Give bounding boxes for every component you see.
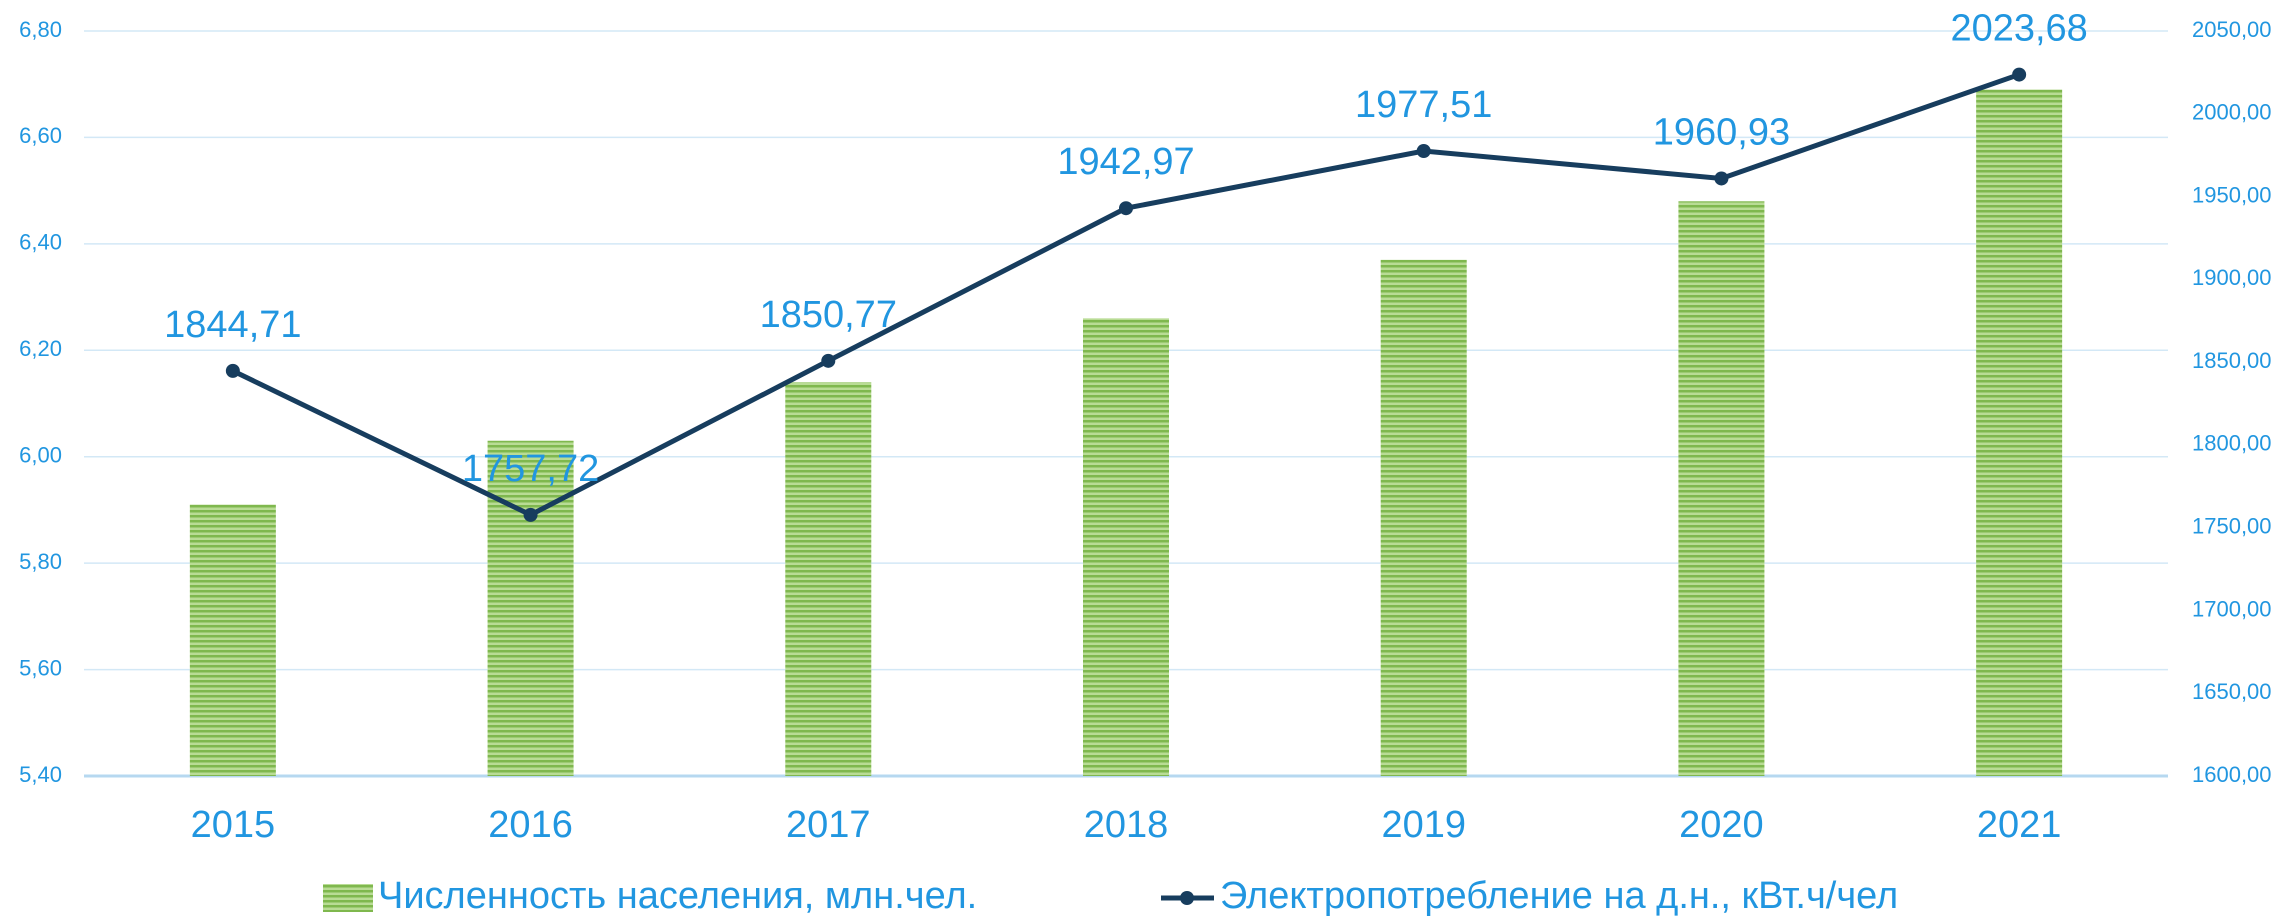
y-tick-label: 6,80 — [19, 17, 62, 42]
legend-label: Численность населения, млн.чел. — [378, 875, 977, 917]
x-tick-label: 2020 — [1679, 804, 1764, 846]
y-tick-label: 6,00 — [19, 443, 62, 468]
y2-tick-label: 1750,00 — [2192, 513, 2272, 538]
y2-tick-label: 1850,00 — [2192, 348, 2272, 373]
data-label: 1844,71 — [164, 304, 301, 346]
legend-marker — [1180, 891, 1194, 905]
point — [1119, 201, 1133, 216]
point — [821, 353, 836, 368]
x-tick-label: 2021 — [1977, 804, 2062, 846]
y2-tick-label: 1900,00 — [2192, 265, 2272, 290]
x-tick-label: 2017 — [786, 804, 871, 846]
bar — [189, 504, 276, 776]
data-label: 1977,51 — [1355, 84, 1492, 126]
y2-tick-label: 1700,00 — [2192, 596, 2272, 621]
y2-tick-label: 1650,00 — [2192, 679, 2272, 704]
point — [1416, 144, 1431, 159]
y2-tick-label: 2000,00 — [2192, 100, 2272, 125]
point — [523, 507, 538, 522]
bar — [1976, 89, 2063, 777]
y-tick-label: 5,80 — [19, 549, 62, 574]
y-tick-label: 5,60 — [19, 655, 62, 680]
point — [225, 363, 240, 378]
y2-tick-label: 1600,00 — [2192, 762, 2272, 787]
y2-tick-label: 1950,00 — [2192, 182, 2272, 207]
legend-swatch — [323, 884, 373, 912]
data-label: 2023,68 — [1950, 8, 2087, 50]
y-tick-label: 6,20 — [19, 336, 62, 361]
bar — [1678, 201, 1765, 777]
y-tick-label: 6,40 — [19, 230, 62, 255]
bar — [1380, 259, 1467, 777]
x-tick-label: 2015 — [191, 804, 276, 846]
bar — [785, 382, 872, 776]
x-tick-label: 2018 — [1084, 804, 1169, 846]
bar — [1083, 318, 1169, 776]
point — [1714, 171, 1729, 186]
data-label: 1757,72 — [462, 448, 599, 490]
bar — [487, 440, 574, 776]
point — [2012, 67, 2027, 82]
y-tick-label: 5,40 — [19, 762, 62, 787]
x-tick-label: 2019 — [1381, 804, 1466, 846]
y-tick-label: 6,60 — [19, 123, 62, 148]
y2-tick-label: 1800,00 — [2192, 431, 2272, 456]
x-tick-label: 2016 — [488, 804, 573, 846]
data-label: 1960,93 — [1653, 111, 1790, 153]
data-label: 1850,77 — [760, 294, 897, 336]
data-label: 1942,97 — [1057, 141, 1194, 183]
y2-tick-label: 2050,00 — [2192, 17, 2272, 42]
legend-label: Электропотребление на д.н., кВт.ч/чел — [1220, 875, 1898, 917]
